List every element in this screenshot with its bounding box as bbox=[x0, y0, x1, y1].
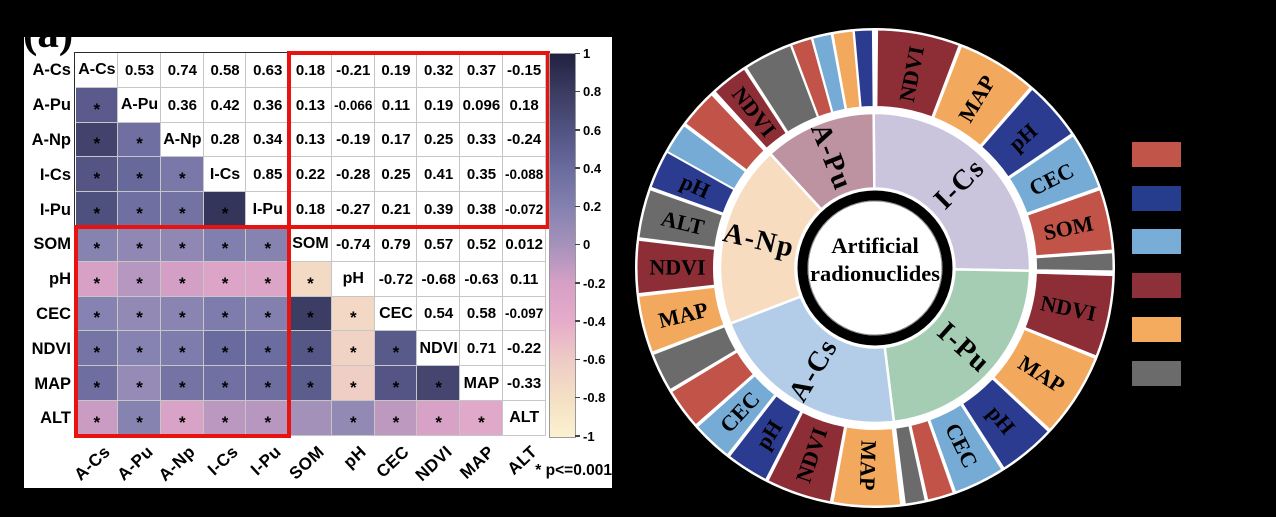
svg-text:Artificial: Artificial bbox=[831, 233, 918, 258]
svg-text:NDVI: NDVI bbox=[649, 255, 705, 280]
svg-text:MAP: MAP bbox=[855, 440, 882, 491]
svg-text:radionuclides: radionuclides bbox=[810, 261, 940, 286]
